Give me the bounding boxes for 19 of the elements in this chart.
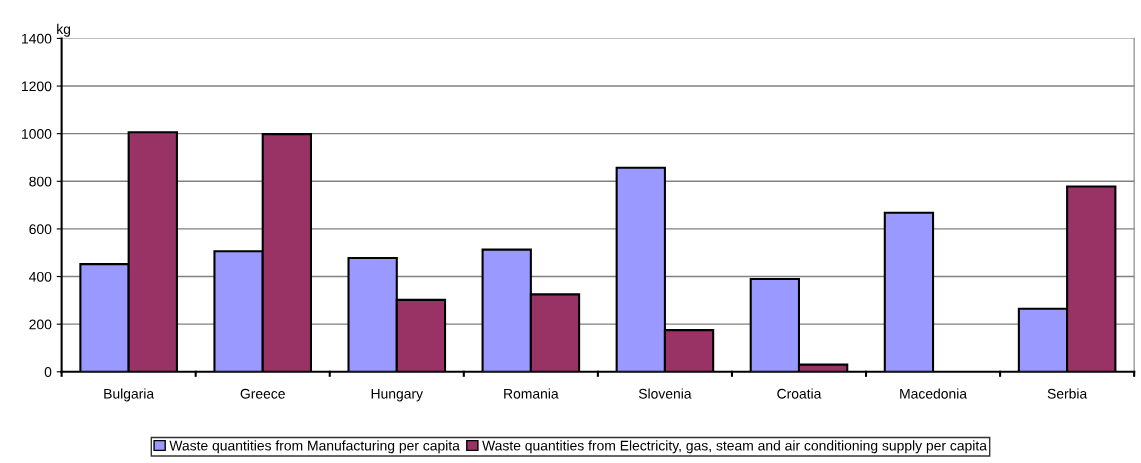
y-tick-label: 200 xyxy=(29,319,52,330)
y-tick-label: 1000 xyxy=(22,129,52,139)
y-tick-label: 600 xyxy=(29,224,52,235)
y-tick-label: 1400 xyxy=(22,33,52,44)
x-tick-label: Slovenia xyxy=(638,388,692,399)
x-tick-label: Bulgaria xyxy=(104,388,155,402)
y-tick-label: 1200 xyxy=(22,81,52,92)
y-tick-label: 0 xyxy=(44,367,52,377)
legend-label: Waste quantities from Manufacturing per capita xyxy=(169,440,460,454)
x-tick-label: Greece xyxy=(240,388,285,399)
y-axis-title: kg xyxy=(57,23,71,37)
x-tick-label: Croatia xyxy=(777,388,822,399)
x-tick-label: Macedonia xyxy=(900,388,968,399)
x-tick-label: Romania xyxy=(504,388,559,399)
x-tick-label: Serbia xyxy=(1047,388,1088,399)
x-tick-label: Hungary xyxy=(371,388,424,402)
legend-label: Waste quantities from Electricity, gas, steam and air conditioning supply per capita xyxy=(482,440,987,454)
y-tick-label: 800 xyxy=(29,176,52,187)
y-tick-label: 400 xyxy=(29,271,52,282)
